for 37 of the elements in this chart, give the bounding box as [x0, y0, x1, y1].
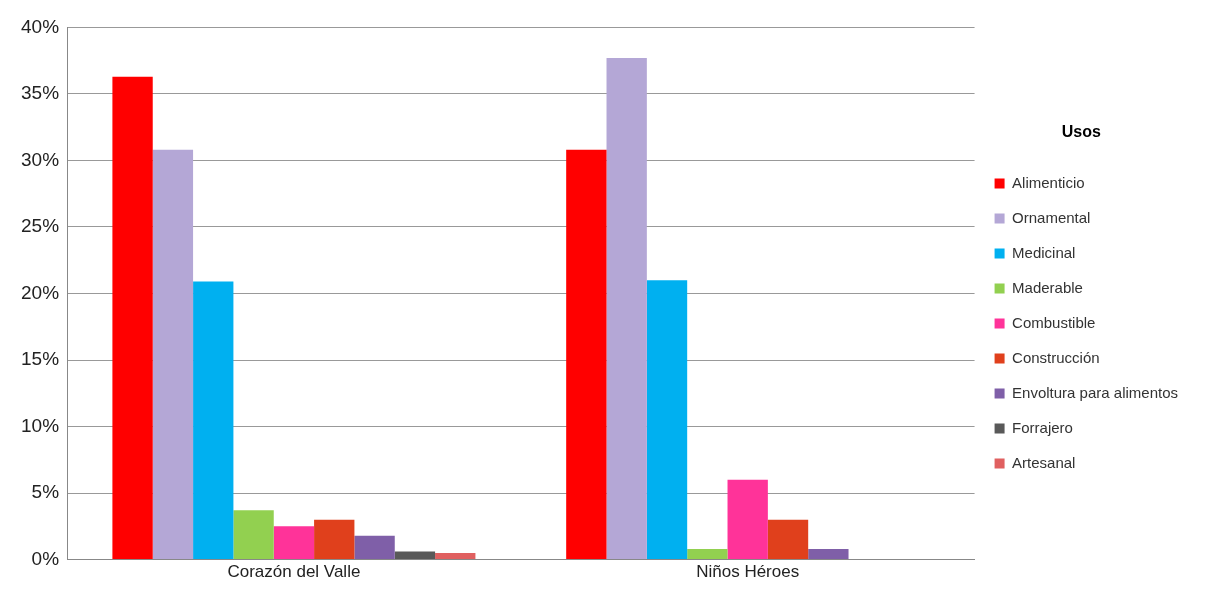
bar [152, 149, 194, 560]
y-tick-label: 30% [21, 148, 60, 170]
bar [233, 510, 274, 560]
y-tick-label: 35% [21, 82, 60, 104]
bar [727, 479, 768, 560]
legend-label: Construcción [1012, 348, 1100, 366]
bar [646, 280, 688, 560]
bar [193, 281, 234, 560]
legend-label: Envoltura para alimentos [1012, 383, 1179, 401]
bar [566, 149, 607, 560]
legend-label: Forrajero [1012, 418, 1073, 436]
y-tick-label: 20% [21, 281, 60, 303]
legend-label: Alimenticio [1012, 173, 1085, 191]
y-tick-label: 40% [21, 15, 60, 37]
legend-label: Ornamental [1012, 208, 1091, 226]
y-tick-label: 5% [31, 481, 60, 503]
legend-label: Maderable [1012, 278, 1083, 296]
legend-title: Usos [1061, 123, 1101, 141]
bar [606, 58, 647, 560]
bar [314, 519, 355, 560]
y-tick-label: 10% [21, 414, 60, 436]
y-tick-label: 0% [31, 547, 60, 569]
y-tick-label: 15% [21, 348, 60, 370]
y-tick-label: 25% [21, 215, 60, 237]
bar [394, 551, 436, 560]
x-tick-label: Corazón del Valle [227, 562, 361, 582]
bar [273, 526, 315, 560]
bar [687, 548, 728, 560]
legend-label: Medicinal [1012, 243, 1076, 261]
x-tick-label: Niños Héroes [696, 562, 800, 582]
bar [435, 552, 476, 560]
bar [354, 535, 395, 560]
legend-label: Artesanal [1012, 453, 1076, 471]
bar [112, 76, 153, 560]
bar [808, 548, 849, 560]
legend-label: Combustible [1012, 313, 1096, 331]
bar [767, 519, 809, 560]
